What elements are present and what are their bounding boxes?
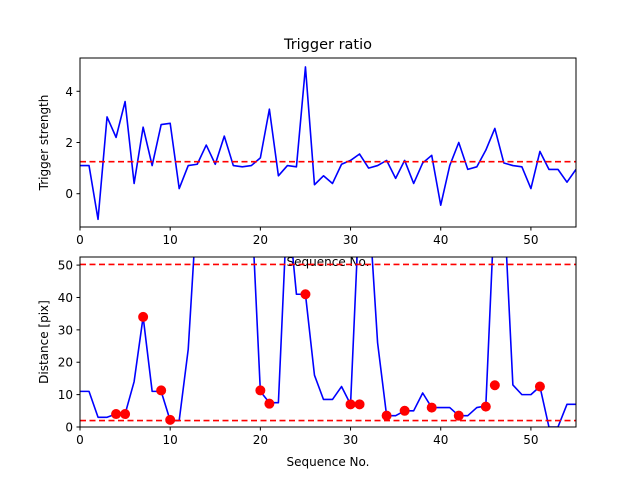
trigger-ratio-chart: 0 10 20 30 40 50 0 2 4 Sequence No. Trigger streng… <box>37 37 577 269</box>
distance-marker-point <box>111 409 122 420</box>
trigger-chart-title: Trigger ratio <box>283 37 372 53</box>
distance-marker-point <box>138 311 149 322</box>
distance-x-tick-label: 0 <box>76 433 84 447</box>
distance-marker-point <box>399 405 410 416</box>
distance-x-tick-label: 40 <box>433 433 448 447</box>
trigger-x-tick-label: 30 <box>343 233 358 247</box>
distance-marker-point <box>120 409 131 420</box>
trigger-x-tick-label: 10 <box>163 233 178 247</box>
distance-series-line <box>80 257 576 427</box>
distance-x-axis-label: Sequence No. <box>287 455 370 469</box>
distance-y-tick-label: 50 <box>58 259 73 273</box>
trigger-y-axis-label: Trigger strength <box>37 95 51 192</box>
trigger-series-line <box>80 66 576 221</box>
distance-x-tick-label: 10 <box>163 433 178 447</box>
distance-marker-point <box>264 398 275 409</box>
distance-x-tick-label: 30 <box>343 433 358 447</box>
distance-y-tick-label: 20 <box>58 356 73 370</box>
distance-x-tick-label: 20 <box>253 433 268 447</box>
trigger-y-tick-label: 2 <box>65 136 73 150</box>
trigger-y-tick-label: 0 <box>65 187 73 201</box>
distance-marker-point <box>354 399 365 410</box>
distance-y-tick-label: 40 <box>58 291 73 305</box>
trigger-y-tick-label: 4 <box>65 85 73 99</box>
trigger-x-axis-label: Sequence No. <box>287 255 370 269</box>
trigger-x-tick-label: 50 <box>523 233 538 247</box>
distance-marker-point <box>489 380 500 391</box>
trigger-plot-area <box>80 66 576 221</box>
distance-marker-point <box>156 385 167 396</box>
distance-x-tick-label: 50 <box>523 433 538 447</box>
distance-y-tick-label: 30 <box>58 323 73 337</box>
distance-y-axis-label: Distance [pix] <box>37 300 51 384</box>
distance-marker-point <box>255 385 266 396</box>
distance-marker-point <box>534 381 545 392</box>
distance-marker-point <box>426 402 437 413</box>
trigger-x-tick-label: 20 <box>253 233 268 247</box>
distance-marker-point <box>453 410 464 421</box>
distance-y-tick-label: 0 <box>65 421 73 435</box>
trigger-x-tick-label: 40 <box>433 233 448 247</box>
distance-axes-frame <box>79 256 577 428</box>
distance-marker-point <box>300 289 311 300</box>
distance-chart: 0 10 20 30 40 50 0 10 20 30 40 50 Sequence No. Distan… <box>37 256 577 469</box>
distance-marker-point <box>345 399 356 410</box>
distance-marker-point <box>381 410 392 421</box>
distance-y-tick-label: 10 <box>58 388 73 402</box>
distance-marker-point <box>480 401 491 412</box>
distance-plot-area <box>80 257 576 427</box>
trigger-x-tick-label: 0 <box>76 233 84 247</box>
